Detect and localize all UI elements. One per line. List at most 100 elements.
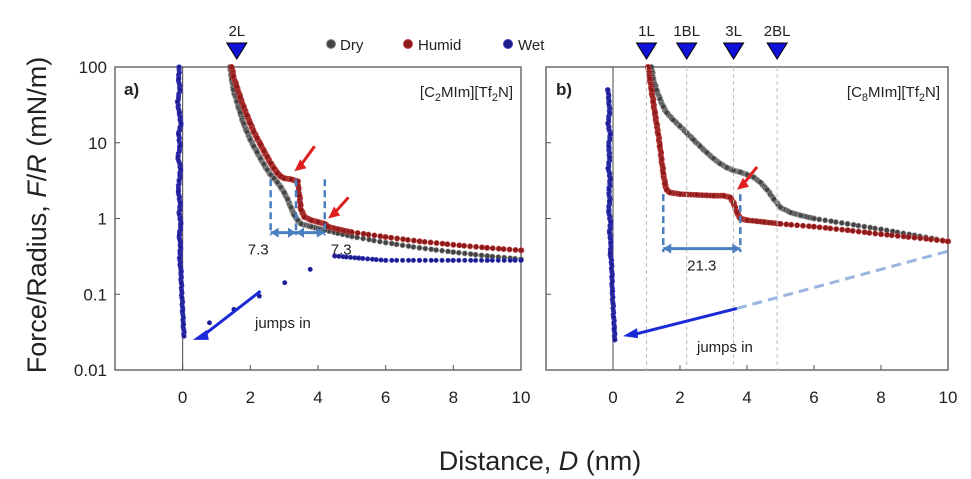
data-point-wet [177, 200, 183, 206]
data-point-wet [484, 257, 490, 263]
data-point-humid [254, 135, 260, 142]
data-point-wet [180, 321, 186, 327]
panel-a: a) [C2MIm][Tf2N] 0 2 4 6 8 10 2L 7.3 7.3 jumps… [114, 23, 531, 407]
x-tick-label: 10 [512, 388, 531, 407]
data-point-humid [928, 236, 934, 243]
gap-label: 7.3 [248, 242, 269, 259]
data-point-wet [360, 255, 366, 261]
data-point-dry [757, 179, 764, 186]
data-point-dry [428, 246, 435, 253]
data-point-humid [720, 192, 727, 199]
data-point-wet [610, 301, 616, 307]
data-point-humid [439, 240, 446, 247]
data-point-dry [838, 220, 845, 226]
data-point-humid [461, 242, 468, 249]
panel-b-series [605, 64, 952, 343]
legend-label-wet: Wet [518, 37, 545, 54]
data-point-wet [356, 255, 362, 261]
data-point-dry [703, 149, 710, 156]
data-point-dry [254, 149, 260, 156]
data-point-humid [264, 154, 271, 160]
data-point-wet [394, 257, 400, 263]
data-point-wet [605, 165, 611, 171]
compound-part: MIm][Tf [868, 84, 920, 101]
jump-arrowhead [192, 329, 209, 340]
data-point-humid [900, 233, 907, 240]
data-point-humid [489, 245, 496, 252]
data-point-humid [861, 229, 868, 236]
data-point-wet [176, 211, 182, 217]
gap-label: 21.3 [687, 258, 716, 275]
data-point-humid [433, 240, 440, 246]
data-point-dry [461, 250, 468, 257]
data-point-humid [484, 244, 491, 251]
y-tick-label: 0.1 [83, 285, 107, 304]
data-point-dry [724, 164, 730, 171]
panel-b-compound: [C8MIm][Tf2N] [847, 84, 940, 104]
data-point-wet [178, 166, 184, 172]
data-point-wet [609, 261, 615, 267]
data-point-wet [176, 64, 182, 70]
data-point-dry [388, 240, 395, 247]
data-point-humid [677, 191, 683, 197]
data-point-humid [377, 233, 384, 240]
data-point-dry [816, 216, 823, 223]
x-tick-label: 2 [675, 388, 684, 407]
x-tick-label: 6 [809, 388, 818, 407]
x-tick-label: 0 [178, 388, 187, 407]
compound-part: N] [925, 84, 940, 101]
data-point-dry [284, 196, 291, 203]
data-point-dry [445, 248, 451, 255]
data-point-humid [416, 238, 423, 245]
data-point-wet [439, 257, 445, 263]
data-point-humid [467, 243, 473, 250]
gap-arrowhead-left [296, 227, 305, 238]
panel-a-frame [114, 66, 522, 371]
data-point-dry [366, 236, 372, 243]
data-point-humid [400, 236, 406, 243]
layer-marker-triangle [675, 42, 698, 60]
data-point-humid [315, 219, 321, 225]
data-point-humid [230, 73, 237, 80]
data-point-humid [917, 235, 924, 242]
data-point-wet [176, 76, 182, 82]
data-point-wet [179, 295, 185, 301]
data-point-humid [240, 103, 247, 110]
data-point-dry [455, 249, 462, 256]
data-point-humid [456, 242, 463, 249]
data-point-wet [178, 221, 184, 227]
data-point-wet [608, 219, 614, 225]
y-axis-label-part: R [22, 154, 52, 174]
data-point-dry [250, 143, 257, 150]
jump-arrow [201, 289, 262, 338]
data-point-humid [710, 192, 717, 199]
data-point-dry [737, 169, 744, 175]
data-point-humid [805, 223, 812, 230]
data-point-dry [416, 244, 423, 251]
data-point-humid [744, 217, 750, 224]
compound-subscript: 2 [919, 92, 925, 104]
data-point-humid [233, 83, 240, 90]
data-point-humid [734, 209, 740, 216]
data-point-dry [878, 226, 884, 233]
data-point-dry [439, 247, 445, 254]
data-point-humid [281, 175, 288, 182]
data-point-humid [905, 234, 912, 240]
data-point-humid [410, 237, 417, 244]
x-tick-label: 2 [246, 388, 255, 407]
layer-marker-label: 3L [725, 23, 742, 40]
legend: Dry Humid Wet [326, 37, 545, 54]
panel-b: b) [C8MIm][Tf2N] 0 2 4 6 8 10 1L 1BL 3L 2BL 21.3… [545, 23, 957, 407]
data-point-wet [606, 143, 612, 149]
data-point-humid [911, 234, 918, 241]
data-point-dry [376, 238, 383, 245]
data-point-dry [710, 155, 717, 162]
data-point-dry [832, 219, 839, 225]
data-point-wet [611, 314, 617, 320]
panel-b-annotations: 21.3 [623, 165, 949, 339]
compound-subscript: 2 [435, 92, 441, 104]
data-point-humid [727, 194, 734, 201]
data-point-humid [394, 235, 400, 242]
data-point-wet [606, 187, 612, 193]
data-point-dry [274, 179, 281, 186]
